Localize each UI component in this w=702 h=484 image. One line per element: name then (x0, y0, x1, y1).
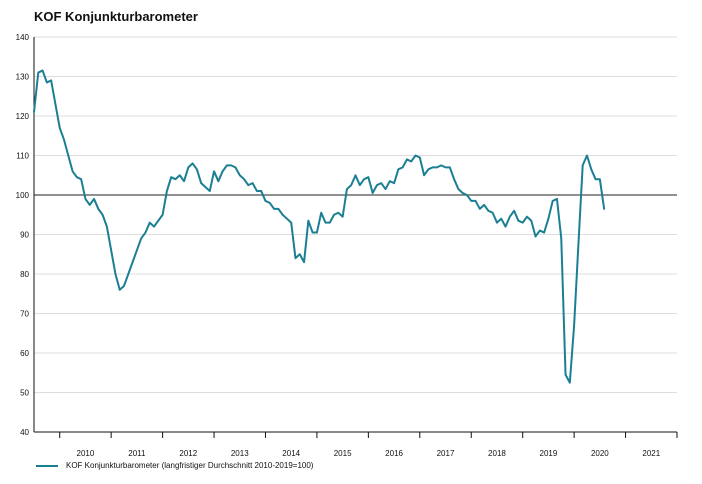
legend: KOF Konjunkturbarometer (langfristiger D… (36, 461, 313, 470)
y-tick-label: 120 (16, 112, 30, 121)
legend-swatch (36, 464, 58, 467)
x-tick-label-2016: 2016 (385, 449, 403, 458)
x-tick-label-2012: 2012 (179, 449, 197, 458)
x-tick-label-2017: 2017 (437, 449, 455, 458)
grid-lines (34, 36, 677, 393)
y-tick-label: 100 (16, 191, 30, 200)
y-tick-label: 110 (16, 152, 29, 161)
x-tick-label-2021: 2021 (642, 449, 660, 458)
x-tick-label-2014: 2014 (282, 449, 300, 458)
y-tick-label: 70 (20, 310, 29, 319)
x-axis-ticks (59, 432, 678, 438)
x-tick-label-2018: 2018 (488, 449, 506, 458)
y-tick-label: 140 (16, 33, 30, 42)
x-tick-label-2015: 2015 (334, 449, 352, 458)
y-axis-tick-labels: 40 50 60 70 80 90 100 110 120 130 140 (16, 33, 30, 437)
x-tick-label-2010: 2010 (77, 449, 95, 458)
x-tick-label-2019: 2019 (540, 449, 558, 458)
y-tick-label: 50 (20, 389, 29, 398)
y-tick-label: 130 (16, 73, 30, 82)
legend-label: KOF Konjunkturbarometer (langfristiger D… (66, 461, 314, 470)
x-axis-tick-labels: 2010 2011 2012 2013 2014 2015 2016 2017 2018 2019… (77, 449, 661, 458)
y-tick-label: 40 (20, 428, 29, 437)
chart-title: KOF Konjunkturbarometer (34, 9, 198, 24)
x-tick-label-2011: 2011 (128, 449, 146, 458)
x-tick-label-2013: 2013 (231, 449, 249, 458)
x-tick-label-2020: 2020 (591, 449, 609, 458)
y-tick-label: 90 (20, 231, 29, 240)
y-tick-label: 80 (20, 270, 29, 279)
y-tick-label: 60 (20, 349, 29, 358)
series-line-kof (33, 69, 606, 384)
